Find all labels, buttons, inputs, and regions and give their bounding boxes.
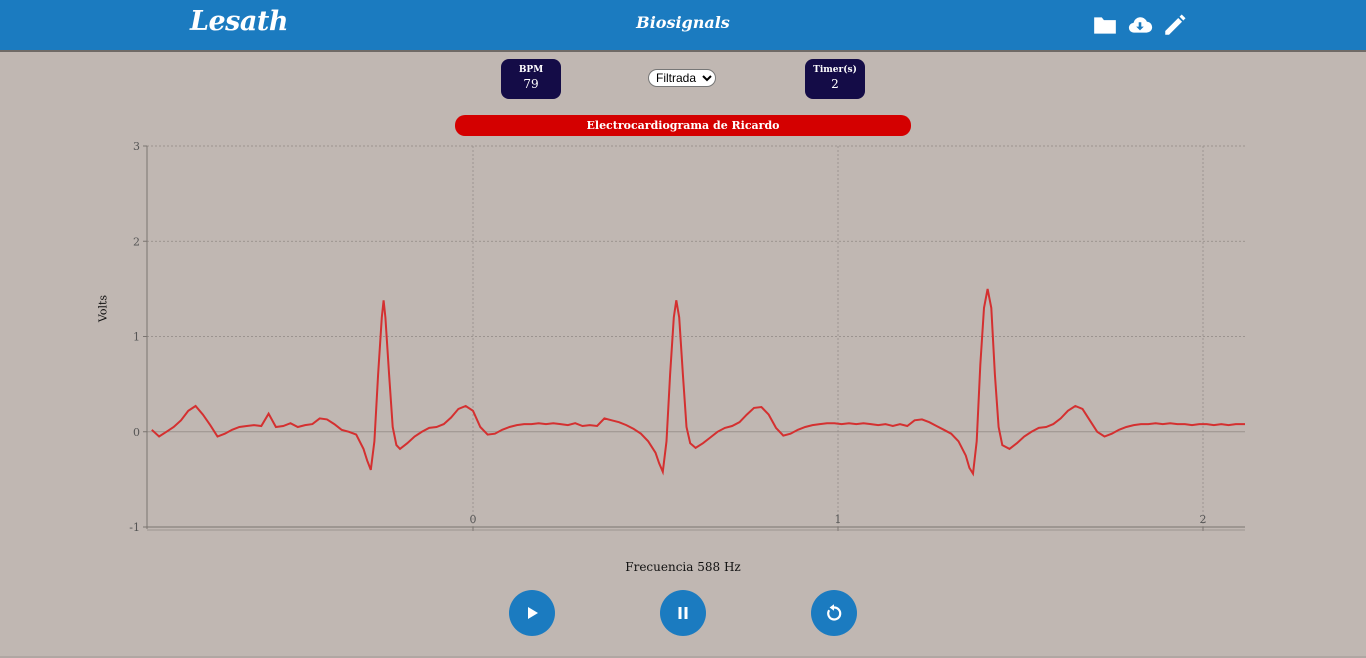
play-button[interactable]	[509, 590, 555, 636]
nav-icons	[1092, 12, 1188, 38]
reset-icon	[827, 604, 842, 621]
y-axis-label-wrap: Volts	[88, 290, 118, 330]
folder-icon[interactable]	[1092, 12, 1118, 38]
y-tick-label: 0	[133, 426, 140, 439]
pause-button[interactable]	[660, 590, 706, 636]
x-tick-label: 1	[835, 513, 842, 526]
bpm-badge: BPM 79	[501, 59, 561, 99]
page-title: Biosignals	[636, 13, 730, 32]
play-icon	[528, 607, 538, 619]
y-tick-label: 2	[133, 235, 140, 248]
chart-title: Electrocardiograma de Ricardo	[455, 115, 911, 136]
bpm-value: 79	[523, 77, 539, 91]
pause-icon	[678, 607, 688, 619]
chart-axes	[143, 145, 1245, 531]
filter-select-wrap: Filtrada	[648, 67, 716, 87]
reset-button[interactable]	[811, 590, 857, 636]
chart-grid	[147, 145, 1245, 528]
navbar: Lesath Biosignals	[0, 0, 1366, 52]
timer-badge: Timer(s) 2	[805, 59, 865, 99]
x-tick-label: 2	[1200, 513, 1207, 526]
y-tick-label: -1	[129, 521, 140, 534]
timer-value: 2	[831, 77, 839, 91]
y-tick-label: 3	[133, 140, 140, 153]
bpm-label: BPM	[518, 65, 544, 75]
ecg-series-line	[151, 288, 1245, 477]
brand-logo[interactable]: Lesath	[190, 6, 288, 37]
y-tick-label: 1	[133, 331, 140, 344]
x-tick-label: 0	[470, 513, 477, 526]
x-axis-label: Frecuencia 588 Hz	[625, 560, 741, 574]
footer-line	[0, 656, 1366, 658]
filter-select[interactable]: Filtrada	[648, 69, 716, 87]
pencil-icon[interactable]	[1162, 12, 1188, 38]
y-axis-label: Volts	[96, 294, 110, 323]
chart-ticks: -1 0 1 2 3 0 1 2	[129, 140, 1206, 534]
timer-label: Timer(s)	[813, 65, 857, 75]
cloud-download-icon[interactable]	[1127, 12, 1153, 38]
